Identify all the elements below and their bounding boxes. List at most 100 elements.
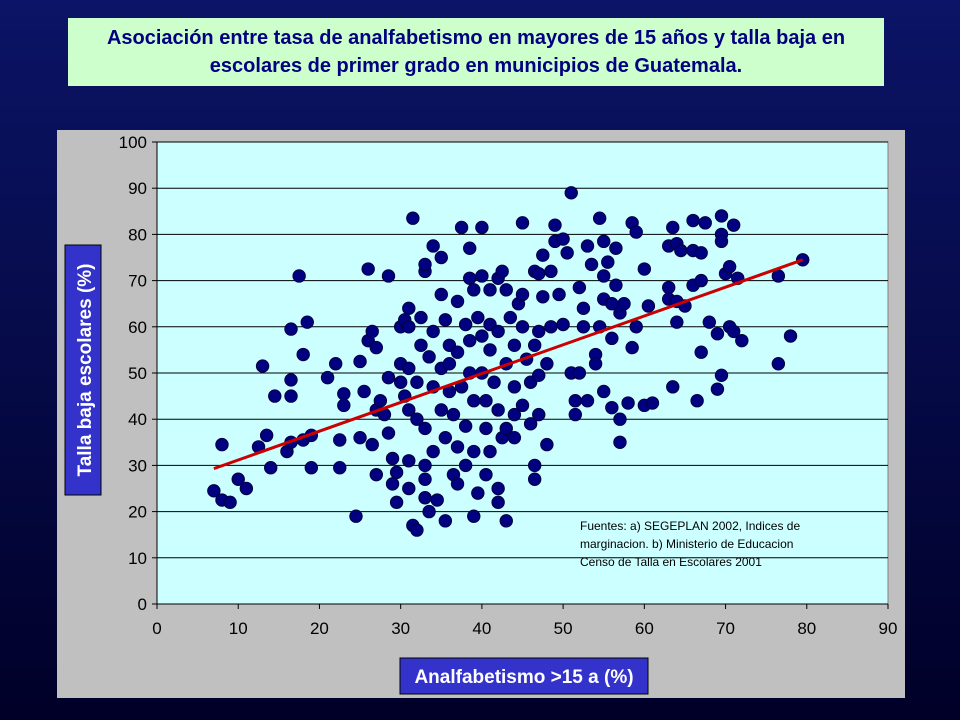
point <box>320 370 335 385</box>
x-tick-label: 90 <box>879 619 898 638</box>
point <box>434 403 448 417</box>
point <box>527 458 542 473</box>
x-tick-label: 80 <box>797 619 816 638</box>
annotation: Fuentes: a) SEGEPLAN 2002, Indices de <box>580 519 800 533</box>
x-tick-label: 0 <box>152 619 161 638</box>
point <box>475 269 489 283</box>
point <box>499 514 513 528</box>
title-box: Asociación entre tasa de analfabetismo e… <box>68 18 884 86</box>
x-label-box <box>399 657 649 695</box>
point <box>402 361 416 376</box>
point <box>540 437 554 452</box>
point <box>686 213 700 228</box>
point <box>540 357 554 371</box>
point <box>613 412 627 426</box>
y-tick-label: 90 <box>128 179 147 198</box>
point <box>487 375 501 389</box>
point <box>430 493 444 507</box>
point <box>597 384 611 399</box>
point <box>458 317 473 332</box>
point <box>402 454 416 468</box>
point <box>389 465 404 480</box>
y-tick-label: 70 <box>128 272 147 291</box>
point <box>422 504 436 519</box>
y-axis-label: Talla baja escolares (%) <box>75 264 96 477</box>
point <box>527 472 542 486</box>
point <box>515 216 530 230</box>
point <box>597 269 611 283</box>
point <box>576 301 591 316</box>
x-tick-label: 30 <box>391 619 410 638</box>
point <box>402 320 416 334</box>
point <box>710 382 725 396</box>
point <box>645 396 660 410</box>
point <box>556 317 570 332</box>
point <box>418 458 432 473</box>
point <box>349 509 363 523</box>
plot-layer: 0 10 20 30 40 50 60 70 80 90 100 0 10 20 30 40 50 60 70 80 9… <box>119 133 898 638</box>
point <box>556 232 570 246</box>
point <box>292 269 306 283</box>
point <box>438 514 453 528</box>
point <box>714 209 729 223</box>
point <box>532 324 546 339</box>
point <box>450 440 465 454</box>
point <box>613 435 627 449</box>
point <box>568 407 582 422</box>
point <box>605 400 619 415</box>
point <box>410 523 424 537</box>
point <box>406 211 420 225</box>
point <box>410 412 424 426</box>
point <box>572 366 587 380</box>
point <box>479 394 493 408</box>
point <box>446 407 461 422</box>
point <box>637 262 652 276</box>
point <box>463 333 477 348</box>
point <box>515 320 530 334</box>
point <box>353 354 367 369</box>
point <box>458 419 473 433</box>
point <box>580 394 595 408</box>
point <box>454 220 469 235</box>
point <box>544 264 558 279</box>
point <box>467 283 481 297</box>
point <box>450 294 465 309</box>
point <box>410 375 424 389</box>
point <box>666 380 680 394</box>
y-tick-label: 50 <box>128 364 147 383</box>
point <box>365 324 379 339</box>
point <box>694 246 708 260</box>
point <box>499 283 513 297</box>
point <box>621 396 635 410</box>
point <box>259 428 274 443</box>
point <box>239 481 254 496</box>
point <box>491 495 505 510</box>
point <box>333 461 347 475</box>
point <box>438 430 453 445</box>
point <box>523 417 538 431</box>
chart-title: Asociación entre tasa de analfabetismo e… <box>106 27 846 77</box>
y-tick-label: 40 <box>128 410 147 429</box>
point <box>357 384 371 399</box>
point <box>735 333 749 348</box>
point <box>434 287 448 302</box>
point <box>381 269 396 283</box>
point <box>381 370 396 385</box>
point <box>284 322 298 336</box>
point <box>353 430 367 445</box>
point <box>783 329 798 343</box>
point <box>527 338 542 352</box>
point <box>507 338 522 352</box>
point <box>694 345 708 359</box>
point <box>714 234 729 249</box>
point <box>483 343 497 357</box>
point <box>609 241 623 255</box>
point <box>442 357 457 371</box>
point <box>463 271 477 285</box>
point <box>491 324 505 339</box>
point <box>532 407 546 422</box>
point <box>552 287 566 302</box>
point <box>402 301 416 316</box>
y-tick-label: 60 <box>128 318 147 337</box>
point <box>771 357 786 371</box>
